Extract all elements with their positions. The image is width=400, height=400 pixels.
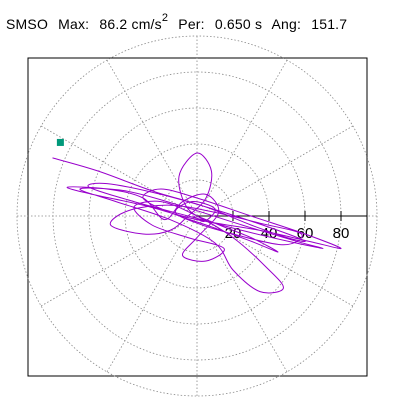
plot-header: SMSO Max: 86.2 cm/s2 Per: 0.650 s Ang: 1… <box>6 12 353 32</box>
axis-tick-label: 80 <box>333 225 350 242</box>
max-label: Max: <box>58 15 90 32</box>
max-marker-group <box>56 138 64 146</box>
max-marker <box>56 138 64 146</box>
orbit-line <box>52 152 342 294</box>
max-unit-exponent: 2 <box>161 12 169 24</box>
max-value: 86.2 cm/s2 <box>99 12 168 32</box>
angle-value: 151.7 <box>311 15 348 32</box>
station-name: SMSO <box>6 15 49 32</box>
max-value-number: 86.2 cm/s <box>99 15 162 32</box>
period-label: Per: <box>178 15 205 32</box>
orbit-series <box>52 152 342 294</box>
angle-label: Ang: <box>271 15 302 32</box>
period-value: 0.650 s <box>214 15 263 32</box>
